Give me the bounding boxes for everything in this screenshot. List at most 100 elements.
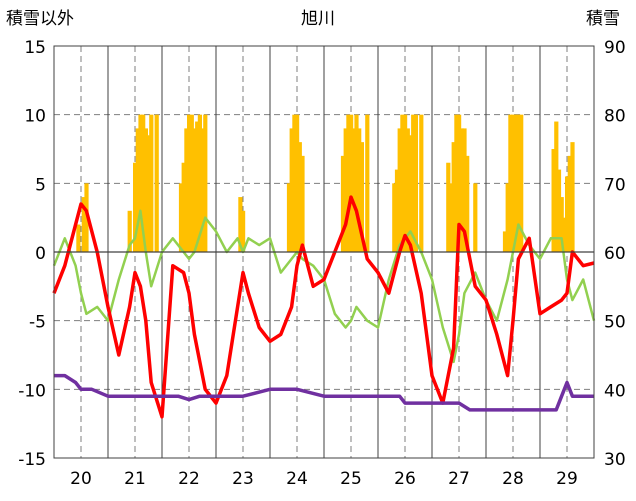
snowfall-bar bbox=[413, 114, 418, 253]
snowfall-bar bbox=[473, 183, 478, 252]
chart-title: 旭川 bbox=[301, 9, 335, 29]
snowfall-bar bbox=[459, 128, 464, 252]
left-tick-label: -10 bbox=[18, 381, 46, 401]
snowfall-bar bbox=[502, 231, 508, 252]
x-tick-label: 23 bbox=[232, 469, 254, 489]
snowfall-bar bbox=[143, 128, 148, 252]
right-tick-label: 90 bbox=[604, 38, 626, 58]
snowfall-bar bbox=[465, 155, 470, 252]
snow-depth-line bbox=[54, 373, 594, 412]
snowfall-bar bbox=[189, 114, 194, 253]
temperature-line bbox=[52, 195, 595, 419]
snowfall-bar bbox=[554, 121, 559, 253]
snowfall-bar bbox=[411, 114, 416, 253]
snowfall-bar bbox=[197, 114, 202, 253]
x-tick-label: 21 bbox=[124, 469, 146, 489]
snowfall-bar bbox=[138, 114, 143, 253]
snowfall-bar bbox=[292, 114, 297, 253]
snowfall-bar bbox=[397, 128, 402, 252]
snowfall-bar bbox=[562, 217, 567, 252]
snowfall-bar bbox=[400, 114, 405, 253]
snowfall-bar bbox=[508, 114, 513, 253]
snowfall-bar bbox=[340, 155, 346, 252]
snowfall-bar bbox=[511, 114, 516, 253]
snowfall-bar bbox=[419, 114, 424, 253]
snowfall-bar bbox=[516, 114, 521, 253]
snowfall-bar bbox=[354, 114, 359, 253]
x-tick-label: 26 bbox=[394, 469, 416, 489]
snowfall-bar bbox=[392, 183, 397, 252]
x-tick-label: 28 bbox=[502, 469, 524, 489]
snowfall-bar bbox=[462, 128, 467, 252]
snowfall-bar bbox=[133, 162, 138, 252]
snowfall-bar bbox=[141, 114, 146, 253]
plot-border bbox=[53, 45, 595, 459]
right-tick-label: 70 bbox=[604, 175, 626, 195]
snowfall-bar bbox=[200, 128, 205, 252]
snowfall-bar bbox=[297, 142, 302, 252]
snowfall-bar bbox=[454, 114, 459, 253]
snowfall-bar bbox=[403, 114, 408, 253]
snowfall-bar bbox=[351, 128, 356, 252]
snowfall-bar bbox=[76, 224, 81, 252]
snowfall-bar bbox=[567, 155, 572, 252]
snowfall-bar bbox=[446, 162, 451, 252]
series-lines bbox=[52, 195, 596, 419]
snowfall-bar bbox=[505, 183, 510, 252]
left-tick-label: 10 bbox=[24, 107, 46, 127]
snowfall-bar bbox=[343, 128, 348, 252]
snowfall-bar bbox=[127, 210, 132, 252]
snowfall-bar bbox=[300, 155, 305, 252]
x-tick-label: 25 bbox=[340, 469, 362, 489]
snowfall-bar bbox=[513, 114, 518, 253]
right-tick-label: 60 bbox=[604, 244, 626, 264]
snowfall-bar bbox=[357, 128, 362, 252]
snowfall-bar bbox=[238, 197, 243, 252]
snowfall-bar bbox=[195, 121, 200, 253]
snowfall-bars bbox=[76, 114, 575, 253]
left-tick-label: 5 bbox=[35, 175, 46, 195]
snowfall-bar bbox=[451, 142, 456, 252]
snowfall-bar bbox=[203, 114, 208, 253]
snowfall-bar bbox=[286, 183, 292, 252]
x-tick-label: 27 bbox=[448, 469, 470, 489]
snowfall-bar bbox=[81, 197, 86, 252]
snowfall-bar bbox=[551, 149, 556, 252]
right-tick-label: 80 bbox=[604, 107, 626, 127]
right-axis-label: 積雪 bbox=[586, 9, 620, 29]
left-tick-label: 0 bbox=[35, 244, 46, 264]
left-tick-label: -15 bbox=[18, 450, 46, 470]
snowfall-bar bbox=[192, 128, 197, 252]
snowfall-bar bbox=[556, 169, 562, 252]
snowfall-bar bbox=[349, 114, 354, 253]
x-tick-label: 24 bbox=[286, 469, 308, 489]
snowfall-bar bbox=[405, 128, 410, 252]
snowfall-bar bbox=[457, 114, 462, 253]
snowfall-bar bbox=[187, 114, 192, 253]
snowfall-bar bbox=[365, 114, 370, 253]
snowfall-bar bbox=[559, 197, 564, 252]
snowfall-bar bbox=[149, 114, 154, 253]
snowfall-bar bbox=[346, 114, 351, 253]
snowfall-bar bbox=[146, 135, 151, 252]
snowfall-bar bbox=[178, 183, 184, 252]
snowfall-bar bbox=[135, 128, 140, 252]
right-tick-label: 40 bbox=[604, 381, 626, 401]
right-tick-label: 50 bbox=[604, 313, 626, 333]
left-tick-label: -5 bbox=[29, 313, 46, 333]
snowfall-bar bbox=[570, 142, 575, 252]
snowfall-bar bbox=[519, 114, 524, 253]
x-tick-label: 22 bbox=[178, 469, 200, 489]
snowfall-bar bbox=[154, 114, 159, 253]
left-axis-label: 積雪以外 bbox=[6, 9, 74, 29]
snowfall-bar bbox=[359, 142, 364, 252]
left-tick-label: 15 bbox=[24, 38, 46, 58]
snowfall-bar bbox=[408, 135, 413, 252]
right-tick-label: 30 bbox=[604, 450, 626, 470]
snowfall-bar bbox=[448, 183, 454, 252]
snowfall-bar bbox=[241, 210, 246, 252]
snowfall-bar bbox=[565, 176, 570, 252]
x-tick-label: 20 bbox=[70, 469, 92, 489]
